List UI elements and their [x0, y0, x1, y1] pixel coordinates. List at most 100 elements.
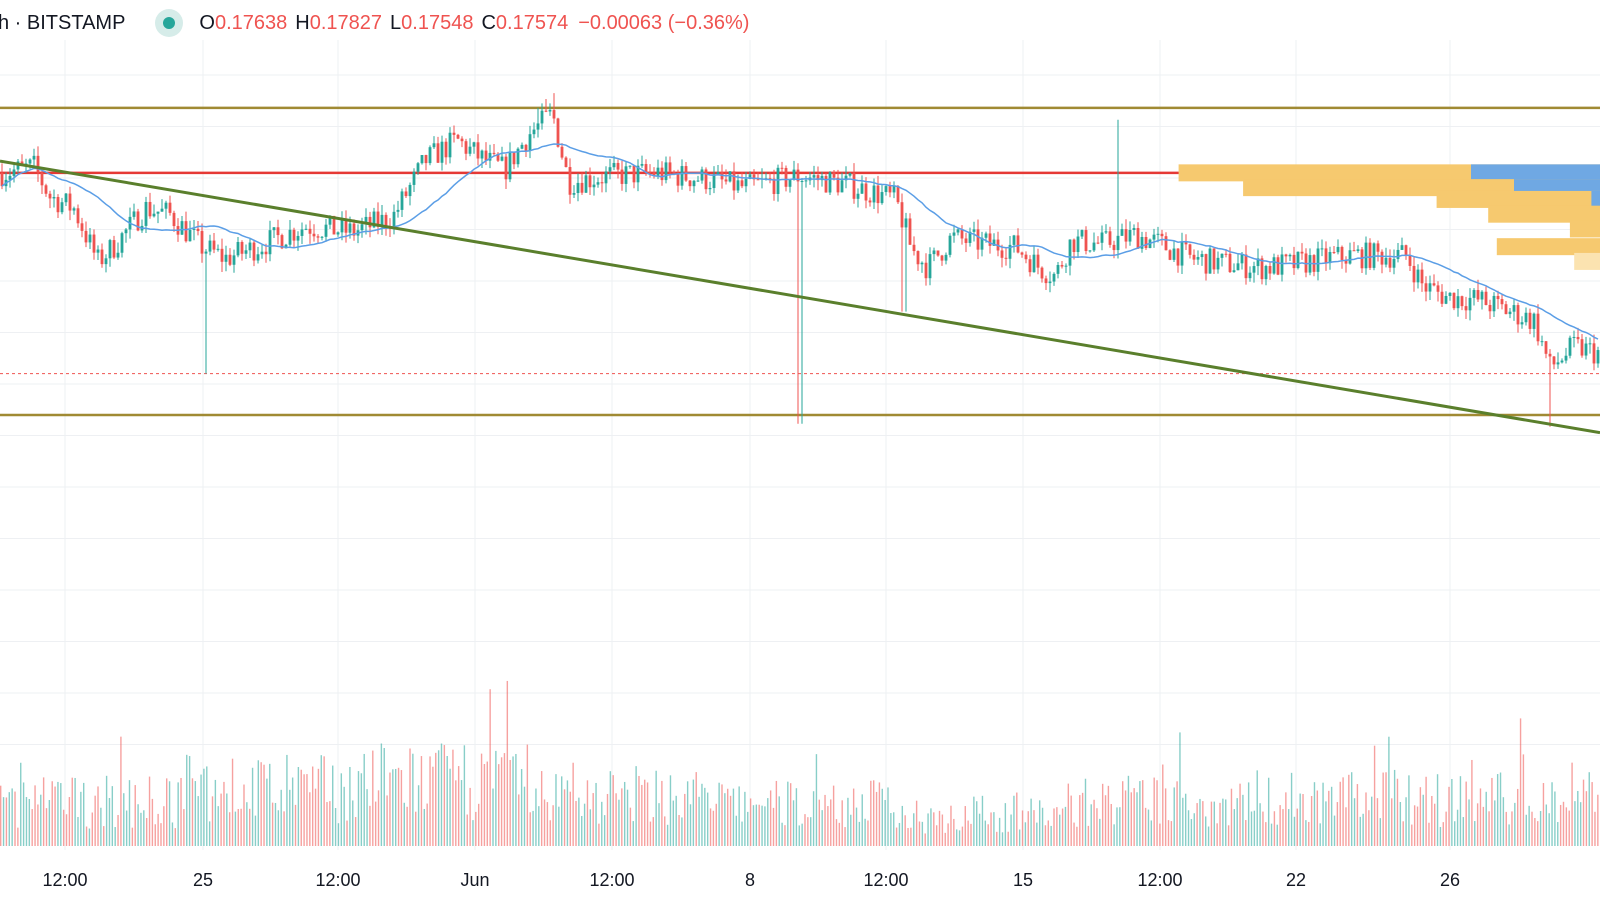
candle-body-285: [1140, 237, 1144, 249]
volume-bar-544: [1557, 822, 1559, 846]
candle-241: [964, 232, 968, 253]
candle-body-102: [408, 184, 412, 197]
candle-40: [160, 199, 164, 212]
symbol-label[interactable]: h · BITSTAMP: [0, 11, 126, 34]
volume-bar-537: [1537, 821, 1539, 846]
candle-body-316: [1264, 266, 1268, 280]
candle-body-211: [844, 175, 848, 181]
volume-bar-348: [996, 831, 998, 846]
volume-bar-324: [927, 813, 929, 846]
candle-138: [552, 93, 556, 124]
candle-body-356: [1424, 283, 1428, 292]
volume-bar-49: [140, 812, 142, 846]
candle-68: [272, 227, 276, 239]
candle-388: [1552, 355, 1556, 370]
candlesticks: [0, 93, 1600, 427]
candle-146: [584, 170, 588, 194]
candle-236: [944, 252, 948, 265]
time-axis: 12:00 25 12:00 Jun 12:00 8 12:00 15 12:00 22 26: [42, 870, 1460, 890]
candle-body-123: [492, 152, 496, 154]
change-value: −0.00063 (−0.36%): [578, 11, 750, 34]
volume-bar-370: [1059, 814, 1061, 846]
candle-body-309: [1236, 263, 1240, 271]
candle-body-70: [280, 235, 284, 249]
candle-182: [728, 170, 732, 183]
volume-bar-374: [1070, 795, 1072, 846]
volume-bar-378: [1081, 792, 1084, 846]
volume-bar-539: [1542, 783, 1545, 846]
candle-260: [1040, 266, 1044, 283]
volume-bar-517: [1479, 788, 1482, 846]
volume-bar-249: [712, 810, 715, 846]
candle-374: [1496, 290, 1500, 310]
candle-body-247: [988, 233, 992, 246]
candle-396: [1584, 336, 1588, 360]
volume-bar-94: [269, 763, 271, 846]
candle-203: [812, 165, 816, 188]
volume-bar-107: [306, 774, 308, 846]
x-tick-label-0: 12:00: [42, 870, 87, 890]
candle-body-314: [1256, 258, 1260, 267]
candle-body-157: [628, 165, 632, 167]
candle-body-348: [1392, 258, 1396, 268]
candle-body-239: [956, 229, 960, 233]
volume-bar-272: [778, 796, 780, 846]
volume-bar-139: [397, 767, 400, 846]
candle-body-73: [292, 229, 296, 241]
candle-378: [1512, 299, 1516, 321]
volume-bar-274: [784, 825, 786, 846]
candle-body-302: [1208, 248, 1212, 274]
candle-body-386: [1544, 341, 1548, 354]
candle-body-354: [1416, 269, 1420, 283]
candle-body-238: [952, 232, 956, 236]
volume-bar-461: [1319, 823, 1321, 846]
candle-78: [312, 224, 316, 242]
candle-282: [1128, 221, 1132, 246]
candle-258: [1032, 246, 1036, 273]
candle-body-226: [904, 218, 908, 228]
candle-51: [204, 249, 208, 374]
volume-bar-99: [283, 811, 285, 846]
volume-bar-199: [569, 791, 571, 846]
volume-bar-337: [964, 806, 966, 846]
volume-bar-236: [675, 795, 677, 846]
volume-bar-298: [852, 788, 855, 846]
volume-bar-125: [357, 771, 360, 846]
candle-body-268: [1072, 239, 1076, 252]
candle-body-60: [240, 241, 244, 254]
volume-bar-495: [1416, 806, 1419, 846]
candle-body-7: [28, 159, 32, 164]
market-status-icon[interactable]: [155, 9, 184, 37]
candle-207: [828, 171, 832, 195]
candle-body-64: [256, 254, 260, 261]
volume-bar-476: [1362, 813, 1364, 846]
volume-bar-332: [950, 805, 952, 846]
volume-bar-111: [317, 768, 320, 846]
candle-body-342: [1368, 242, 1372, 268]
candle-body-156: [624, 166, 628, 184]
candle-159: [636, 159, 640, 192]
candle-398: [1592, 334, 1596, 371]
volume-bar-395: [1130, 792, 1132, 846]
volume-bar-215: [615, 793, 617, 846]
candle-body-85: [340, 219, 344, 233]
volume-bar-137: [392, 769, 394, 846]
candle-body-201: [804, 180, 808, 182]
volume-bar-262: [749, 798, 752, 846]
candle-body-274: [1096, 242, 1100, 244]
candle-body-295: [1180, 241, 1184, 266]
volume-bar-234: [669, 775, 672, 846]
candle-body-334: [1336, 246, 1340, 253]
volume-bar-310: [887, 787, 889, 846]
candle-body-352: [1408, 254, 1412, 266]
candle-body-288: [1152, 234, 1156, 240]
candle-301: [1204, 253, 1208, 281]
candle-72: [288, 220, 292, 247]
candle-body-289: [1156, 233, 1160, 235]
candle-239: [956, 227, 960, 236]
volume-bar-132: [377, 790, 380, 846]
candle-body-364: [1456, 296, 1460, 309]
volume-bar-520: [1488, 811, 1490, 846]
volume-bar-386: [1104, 795, 1107, 846]
